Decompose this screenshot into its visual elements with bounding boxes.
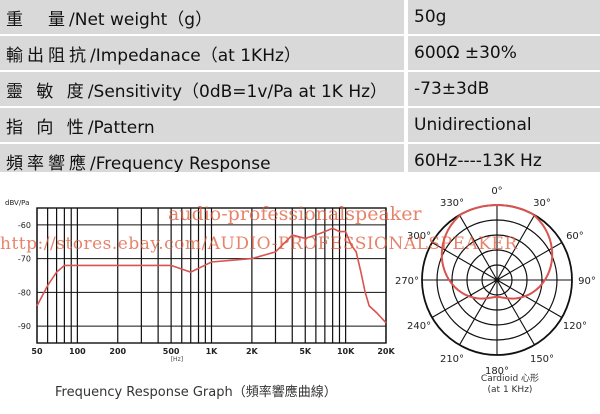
spec-label-zh: 頻率響應	[6, 153, 90, 174]
spec-row: 重 量/Net weight（g） 50g	[0, 0, 600, 36]
x-tick-label: 5K	[299, 347, 312, 356]
polar-angle-label: 90°	[578, 276, 596, 287]
polar-angle-label: 180°	[485, 366, 509, 377]
frequency-response-curve	[36, 227, 387, 324]
polar-angle-label: 330°	[440, 198, 464, 209]
polar-caption-line-1: Cardioid 心形	[480, 374, 540, 384]
spec-label: 重 量/Net weight（g）	[0, 0, 406, 36]
spec-label-zh: 輸出阻抗	[6, 45, 90, 66]
polar-angle-label: 150°	[530, 354, 554, 365]
spec-label-zh: 靈 敏 度	[6, 81, 88, 102]
spec-row: 輸出阻抗/Impedanace（at 1KHz） 600Ω ±30%	[0, 35, 600, 72]
polar-pattern-curve	[440, 203, 554, 300]
spec-label: 靈 敏 度/Sensitivity（0dB=1v/Pa at 1K Hz）	[0, 71, 406, 108]
x-tick-label: 2K	[246, 347, 259, 356]
x-tick-label: 100	[69, 347, 86, 356]
spec-label-en: /Net weight（g）	[69, 9, 213, 30]
spec-value: Unidirectional	[404, 107, 600, 144]
y-tick-label: -90	[18, 322, 31, 331]
polar-spoke	[459, 214, 535, 346]
spec-value: -73±3dB	[404, 71, 600, 108]
y-tick-label: -60	[18, 221, 31, 230]
x-tick-label: 500	[163, 347, 180, 356]
y-tick-label: -70	[18, 255, 31, 264]
polar-caption: Cardioid 心形 (at 1 KHz)	[468, 374, 552, 396]
spec-label: 指 向 性/Pattern	[0, 107, 406, 144]
x-axis-unit-label: [Hz]	[171, 356, 183, 363]
polar-plot: 0° 30° 60° 90° 120° 150° 180° 210° 240° 270° 300° 3…	[395, 186, 596, 377]
divider	[0, 172, 600, 186]
polar-angle-label: 0°	[491, 186, 502, 197]
polar-angle-label: 300°	[407, 231, 431, 242]
spec-row: 指 向 性/Pattern Unidirectional	[0, 107, 600, 144]
polar-angle-label: 60°	[566, 231, 584, 242]
spec-label-en: /Frequency Response	[90, 153, 271, 174]
plot-frame	[36, 207, 387, 344]
x-tick-label: 10K	[337, 347, 355, 356]
polar-angle-label: 120°	[563, 321, 587, 332]
x-tick-label: 1K	[206, 347, 219, 356]
spec-value: 50g	[404, 0, 600, 36]
x-tick-label: 50	[31, 347, 43, 356]
spec-label: 輸出阻抗/Impedanace（at 1KHz）	[0, 35, 406, 72]
spec-label-en: /Impedanace（at 1KHz）	[90, 45, 301, 66]
frequency-response-caption: Frequency Response Graph（頻率響應曲線）	[55, 385, 337, 400]
watermark-line-1: audio-professionalspeaker	[168, 203, 422, 225]
spec-label-en: /Sensitivity（0dB=1v/Pa at 1K Hz）	[87, 81, 388, 102]
spec-label-en: /Pattern	[87, 117, 155, 138]
y-axis-unit-label: dBV/Pa	[5, 199, 29, 207]
polar-angle-label: 240°	[407, 321, 431, 332]
frequency-response-plot: -60 -70 -80 -90 dBV/Pa 50 100 200 500 1K 2K 5K 10K 20…	[5, 199, 395, 363]
polar-angle-label: 30°	[533, 198, 551, 209]
spec-label-zh: 重 量	[6, 9, 69, 30]
polar-caption-line-2: (at 1 KHz)	[487, 385, 533, 395]
spec-row: 靈 敏 度/Sensitivity（0dB=1v/Pa at 1K Hz） -73…	[0, 71, 600, 108]
spec-label-zh: 指 向 性	[6, 117, 88, 138]
watermark-line-2: http://stores.ebay.com/AUDIO-PROFESSIONA…	[0, 234, 518, 254]
polar-angle-label: 210°	[440, 354, 464, 365]
x-tick-label: 200	[109, 347, 126, 356]
y-tick-label: -80	[18, 288, 31, 297]
x-tick-label: 20K	[377, 347, 395, 356]
spec-value: 600Ω ±30%	[404, 35, 600, 72]
polar-angle-label: 270°	[395, 276, 419, 287]
